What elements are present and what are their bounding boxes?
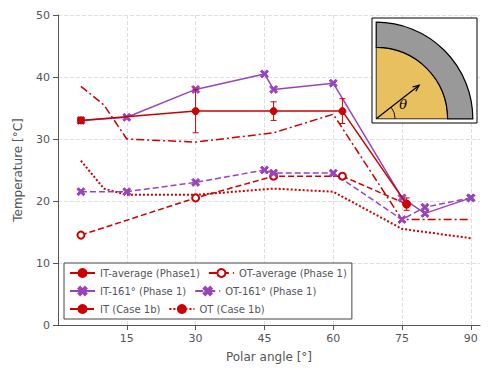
svg-text:IT-161° (Phase 1): IT-161° (Phase 1) xyxy=(100,286,186,297)
svg-text:OT-161° (Phase 1): OT-161° (Phase 1) xyxy=(225,286,316,297)
svg-text:OT (Case 1b): OT (Case 1b) xyxy=(199,304,264,315)
svg-text:30: 30 xyxy=(189,332,203,345)
svg-text:30: 30 xyxy=(36,133,50,146)
svg-text:Polar angle [°]: Polar angle [°] xyxy=(226,350,312,364)
svg-text:15: 15 xyxy=(120,332,134,345)
svg-text:IT-average (Phase1): IT-average (Phase1) xyxy=(100,268,200,279)
svg-text:20: 20 xyxy=(36,195,50,208)
svg-text:OT-average (Phase 1): OT-average (Phase 1) xyxy=(239,268,347,279)
svg-text:0: 0 xyxy=(43,319,50,332)
svg-text:50: 50 xyxy=(36,9,50,22)
svg-text:40: 40 xyxy=(36,71,50,84)
svg-text:90: 90 xyxy=(464,332,478,345)
svg-text:75: 75 xyxy=(395,332,409,345)
svg-text:10: 10 xyxy=(36,257,50,270)
svg-text:45: 45 xyxy=(257,332,271,345)
svg-text:IT (Case 1b): IT (Case 1b) xyxy=(100,304,160,315)
svg-text:60: 60 xyxy=(326,332,340,345)
svg-text:Temperature [°C]: Temperature [°C] xyxy=(11,118,25,223)
svg-text:θ: θ xyxy=(399,97,407,112)
